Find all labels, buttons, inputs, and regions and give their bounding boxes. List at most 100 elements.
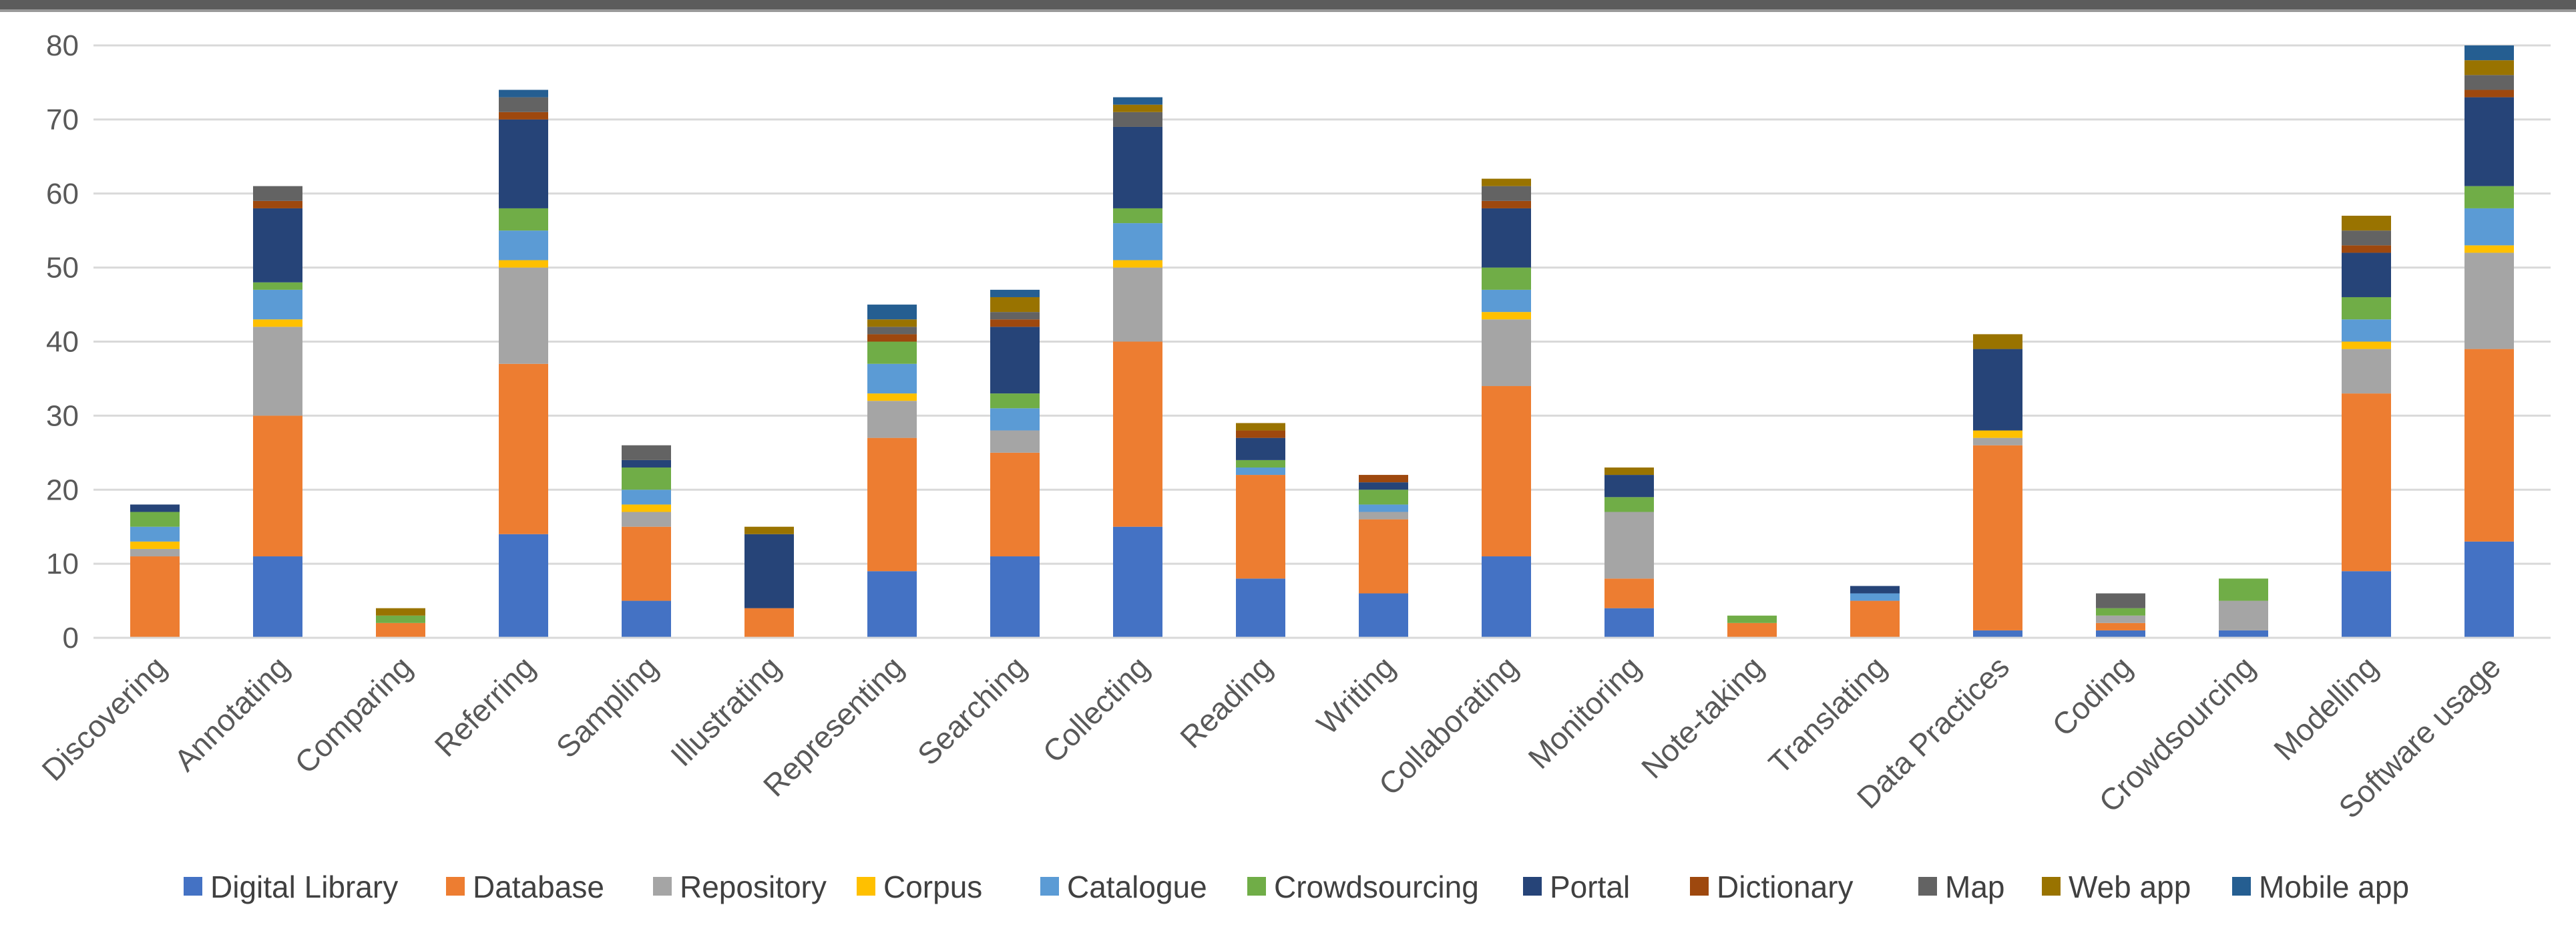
bar-segment	[1359, 475, 1408, 483]
bar-segment	[622, 600, 671, 638]
bar-segment	[990, 556, 1040, 638]
legend-swatch	[1690, 877, 1709, 896]
bar-segment	[622, 490, 671, 505]
bar-segment	[376, 608, 425, 616]
bar-segment	[1604, 578, 1654, 608]
bar-segment	[990, 289, 1040, 297]
x-tick-label: Searching	[911, 649, 1033, 771]
x-tick-label: Referring	[428, 649, 542, 763]
bar-segment	[1973, 630, 2022, 638]
bar-segment	[1113, 341, 1162, 527]
legend-label: Repository	[680, 870, 827, 904]
bar-segment	[1359, 482, 1408, 490]
bar-segment	[2342, 393, 2391, 572]
legend-swatch	[184, 877, 202, 896]
bar-segment	[253, 282, 302, 290]
y-tick-label: 50	[46, 252, 79, 285]
x-tick-label: Writing	[1310, 649, 1402, 741]
bar-segment	[130, 526, 180, 542]
legend-label: Web app	[2069, 870, 2191, 904]
legend-label: Portal	[1550, 870, 1630, 904]
bar-segment	[622, 459, 671, 468]
x-tick-label: Coding	[2045, 649, 2139, 743]
bar-segment	[2342, 230, 2391, 246]
x-tick-label: Annotating	[168, 649, 296, 777]
bar-segment	[2464, 75, 2514, 90]
bar-segment	[1604, 512, 1654, 579]
bar-segment	[1359, 593, 1408, 638]
x-tick-label: Monitoring	[1521, 649, 1647, 775]
bar-segment	[2219, 578, 2268, 601]
bar-segment	[2342, 341, 2391, 349]
legend-label: Corpus	[883, 870, 982, 904]
x-tick-label: Illustrating	[664, 649, 787, 773]
bar-segment	[1604, 467, 1654, 476]
bar-segment	[1113, 223, 1162, 260]
y-tick-label: 0	[63, 622, 79, 655]
bar-segment	[1727, 615, 1777, 623]
bar-segment	[867, 571, 917, 638]
bar-segment	[1482, 208, 1531, 268]
chart-card	[0, 9, 2576, 927]
bar-segment	[1113, 104, 1162, 112]
legend-swatch	[1523, 877, 1542, 896]
bar-segment	[499, 267, 548, 364]
bar-segment	[1973, 430, 2022, 438]
bar-segment	[867, 319, 917, 327]
bar-segment	[130, 504, 180, 512]
bar-segment	[1482, 186, 1531, 201]
bar-segment	[867, 341, 917, 364]
legend-label: Catalogue	[1067, 870, 1207, 904]
bar-segment	[744, 534, 794, 608]
bar-segment	[2342, 349, 2391, 394]
bar-segment	[622, 504, 671, 512]
bar-segment	[990, 327, 1040, 394]
bar-segment	[1236, 578, 1285, 638]
bar-segment	[2464, 208, 2514, 246]
bar-segment	[130, 541, 180, 549]
bar-segment	[253, 556, 302, 638]
bar-segment	[130, 548, 180, 557]
bar-segment	[2219, 600, 2268, 630]
bar-segment	[1236, 475, 1285, 579]
bar-segment	[499, 119, 548, 208]
bar-segment	[130, 512, 180, 527]
bar-segment	[499, 363, 548, 534]
bar-segment	[990, 430, 1040, 453]
bar-segment	[2342, 571, 2391, 638]
bar-segment	[2464, 186, 2514, 208]
x-tick-label: Discovering	[35, 649, 173, 787]
legend-swatch	[2042, 877, 2061, 896]
bar-segment	[253, 415, 302, 557]
bar-segment	[744, 608, 794, 638]
bar-segment	[1973, 334, 2022, 349]
y-tick-label: 70	[46, 104, 79, 136]
bar-segment	[1236, 430, 1285, 438]
bar-segment	[1604, 608, 1654, 638]
bar-segment	[1973, 437, 2022, 445]
bar-segment	[1113, 267, 1162, 342]
bar-segment	[867, 401, 917, 438]
bar-segment	[1604, 475, 1654, 498]
y-tick-label: 20	[46, 474, 79, 506]
bar-segment	[1236, 437, 1285, 460]
bar-segment	[2464, 89, 2514, 98]
bar-segment	[867, 393, 917, 401]
bar-segment	[744, 526, 794, 534]
bar-segment	[1482, 178, 1531, 186]
bar-segment	[253, 208, 302, 283]
bar-segment	[1850, 600, 1900, 638]
bar-segment	[1850, 593, 1900, 601]
legend-swatch	[1040, 877, 1059, 896]
bar-segment	[499, 230, 548, 260]
legend-label: Database	[473, 870, 604, 904]
bar-segment	[253, 327, 302, 416]
bar-segment	[253, 200, 302, 208]
bar-segment	[990, 393, 1040, 409]
bar-segment	[1973, 349, 2022, 431]
bar-segment	[2464, 252, 2514, 349]
bar-segment	[2096, 615, 2145, 623]
bar-segment	[622, 467, 671, 490]
bar-segment	[376, 615, 425, 623]
bar-segment	[2096, 622, 2145, 630]
